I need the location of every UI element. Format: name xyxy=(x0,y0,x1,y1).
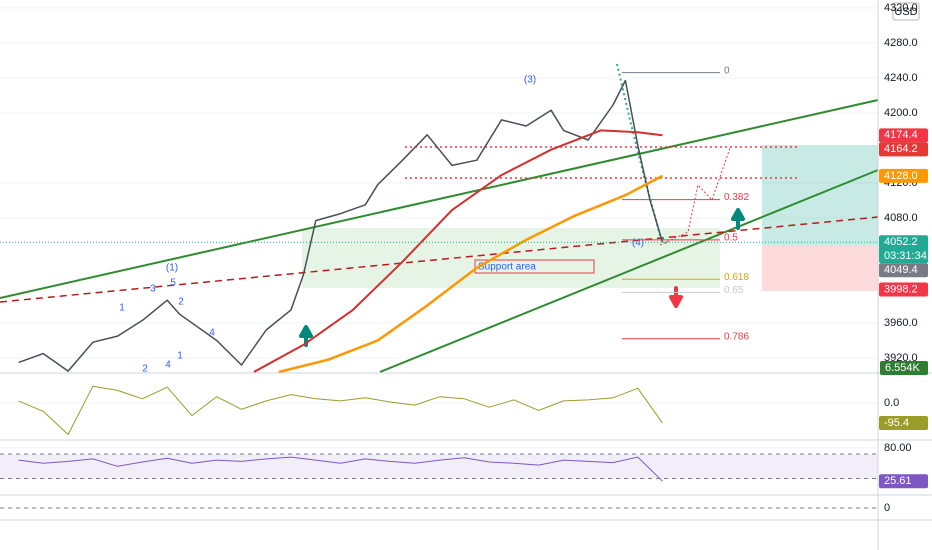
price-tag xyxy=(879,282,928,297)
drawings: (3) (1) 1 3 5 2 4 1 2 4 (4) Support area xyxy=(0,63,879,375)
y-tick-label: 80.00 xyxy=(884,442,912,454)
wave-label: 3 xyxy=(150,284,156,295)
y-tick-label: 3960.0 xyxy=(884,317,918,329)
fib-label: 0.618 xyxy=(724,272,749,283)
price-tag-label: -95.4 xyxy=(884,417,909,429)
series-line xyxy=(278,174,664,374)
fib-label: 0.5 xyxy=(724,232,738,243)
price-tag xyxy=(879,416,928,431)
y-tick-label: 3920.0 xyxy=(884,352,918,364)
wave-label: (3) xyxy=(524,75,536,86)
y-tick-label: 4200.0 xyxy=(884,107,918,119)
support-label-box xyxy=(474,259,595,274)
price-tag xyxy=(879,128,928,143)
price-tag xyxy=(879,168,928,183)
series-line xyxy=(253,129,663,373)
volume-label: 6.554K xyxy=(885,362,921,374)
series-line xyxy=(18,79,664,372)
rsi-band xyxy=(0,454,878,479)
price-tag-label: 4128.0 xyxy=(884,170,918,182)
y-tick-label: 4320.0 xyxy=(884,2,918,14)
wave-label: 4 xyxy=(209,328,215,339)
price-tag xyxy=(879,235,928,264)
trendline xyxy=(0,216,879,303)
y-tick-label: 4280.0 xyxy=(884,37,918,49)
y-tick-label: 4240.0 xyxy=(884,72,918,84)
y-tick-label: 0.0 xyxy=(884,397,899,409)
loss-zone xyxy=(762,245,878,291)
projection xyxy=(616,63,669,246)
support-label: Support area xyxy=(478,262,536,273)
volume-tag xyxy=(880,361,928,375)
price-tag-label: 4052.2 xyxy=(884,236,918,248)
fib-label: 0 xyxy=(724,65,730,76)
support-box xyxy=(302,228,720,288)
wave-label: 5 xyxy=(170,278,176,289)
wave-label: 1 xyxy=(177,351,183,362)
price-tag-label: 25.61 xyxy=(884,475,912,487)
series-line xyxy=(18,385,663,435)
currency[interactable]: USD xyxy=(894,6,917,18)
price-tag-label: 4049.4 xyxy=(884,264,918,276)
trendline xyxy=(379,169,879,373)
trendline xyxy=(0,99,879,299)
profit-zone xyxy=(762,145,878,245)
time-axis-bg xyxy=(0,520,878,550)
down-arrow xyxy=(669,286,683,308)
y-tick-label: 4080.0 xyxy=(884,212,918,224)
data: 0 0.382 0.5 0.618 0.65 0.786 xyxy=(0,65,878,482)
price-tag-label: 4164.2 xyxy=(884,143,918,155)
tags: 4174.4 4164.2 4128.0 4052.2 03:31:34 4049.4 39… xyxy=(879,128,928,489)
wave-label: 4 xyxy=(165,360,171,371)
fib-label: 0.786 xyxy=(724,331,749,342)
price-tag xyxy=(879,263,928,278)
y-tick-label: 0 xyxy=(884,502,890,514)
series-line xyxy=(18,456,663,482)
price-tag-label: 4174.4 xyxy=(884,129,918,141)
wave-label: 2 xyxy=(178,297,184,308)
wave-label: (1) xyxy=(166,263,178,274)
grid xyxy=(0,7,878,509)
wave-label: 2 xyxy=(142,364,148,375)
projection xyxy=(659,147,731,246)
fib-label: 0.382 xyxy=(724,192,749,203)
price-tag xyxy=(879,474,928,489)
price-tag-label: 3998.2 xyxy=(884,283,918,295)
up-arrow xyxy=(299,325,313,347)
countdown: 03:31:34 xyxy=(884,250,927,262)
wave-label: 1 xyxy=(119,303,125,314)
fib-label: 0.65 xyxy=(724,285,744,296)
up-arrow xyxy=(731,208,745,230)
currency-box[interactable] xyxy=(892,2,920,21)
price-tag xyxy=(879,142,928,157)
wave-label: (4) xyxy=(632,238,644,249)
